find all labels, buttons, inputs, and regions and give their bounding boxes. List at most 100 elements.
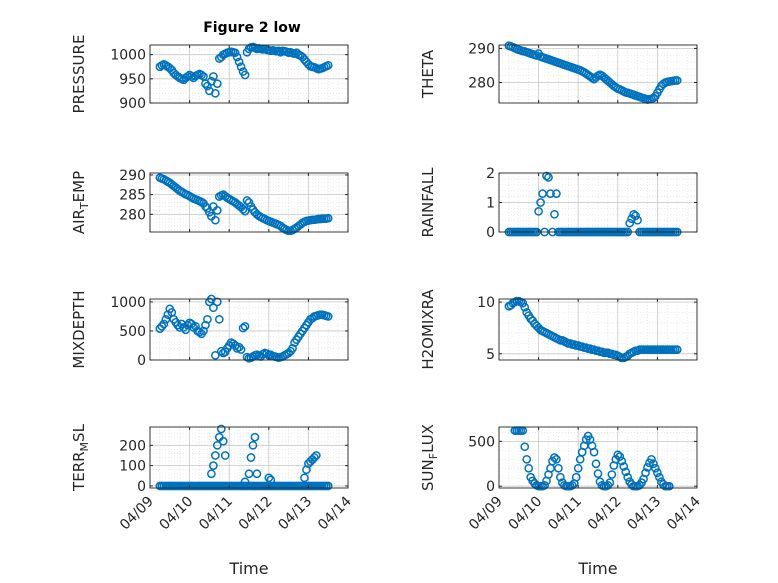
y-tick-label: 280 bbox=[468, 76, 495, 92]
data-point bbox=[212, 79, 222, 89]
data-point bbox=[209, 303, 218, 313]
x-tick-label: 04/10 bbox=[506, 494, 546, 534]
data-point bbox=[591, 459, 601, 469]
data-point bbox=[195, 327, 204, 337]
data-point bbox=[248, 440, 258, 450]
y-tick-label: 280 bbox=[119, 207, 146, 223]
data-point bbox=[191, 321, 200, 331]
figure-title: Figure 2 low bbox=[203, 20, 301, 36]
y-tick-label: 285 bbox=[119, 188, 146, 204]
y-tick-label: 1000 bbox=[110, 48, 146, 64]
subplot-mixdepth: 0 500 1000 MIXDEPTH bbox=[70, 290, 349, 369]
data-point bbox=[201, 320, 210, 330]
data-point bbox=[240, 477, 250, 487]
data-point bbox=[216, 424, 226, 434]
data-point bbox=[556, 472, 565, 482]
y-tick-label: 950 bbox=[119, 72, 146, 88]
y-tick-label: 100 bbox=[119, 459, 146, 475]
data-point bbox=[647, 454, 656, 464]
x-tick-label: 04/14 bbox=[664, 493, 704, 533]
data-point bbox=[540, 480, 549, 490]
y-tick-label: 500 bbox=[468, 434, 495, 450]
y-tick-label: 1000 bbox=[110, 295, 146, 311]
data-point bbox=[252, 469, 262, 479]
y-axis-label: AIRTEMP bbox=[70, 171, 91, 234]
y-axis-label: PRESSURE bbox=[70, 35, 88, 114]
data-point bbox=[238, 204, 248, 214]
y-tick-label: 2 bbox=[486, 166, 495, 182]
subplot-air-temp: 280 285 290 AIRTEMP bbox=[70, 168, 349, 236]
axes-box bbox=[498, 298, 698, 361]
x-tick-label: 04/10 bbox=[157, 494, 197, 534]
data-point bbox=[240, 206, 250, 216]
data-point bbox=[212, 297, 222, 307]
data-point bbox=[242, 196, 252, 205]
data-point bbox=[571, 472, 581, 482]
x-tick-label: 04/14 bbox=[315, 493, 355, 533]
data-point bbox=[538, 189, 547, 198]
y-tick-label: 290 bbox=[468, 41, 495, 57]
data-point bbox=[236, 62, 246, 72]
data-point bbox=[631, 211, 640, 221]
data-point bbox=[593, 469, 603, 478]
x-tick-label: 04/13 bbox=[275, 494, 315, 534]
data-point bbox=[234, 57, 244, 67]
data-point bbox=[238, 323, 248, 333]
data-point bbox=[554, 463, 563, 473]
data-point bbox=[542, 171, 551, 181]
data-point bbox=[311, 451, 321, 460]
data-point bbox=[625, 218, 635, 228]
axes-box bbox=[149, 44, 349, 104]
data-point bbox=[621, 467, 631, 477]
data-point bbox=[159, 319, 169, 329]
data-point bbox=[633, 215, 642, 225]
y-tick-label: 290 bbox=[119, 168, 146, 184]
data-point bbox=[300, 473, 309, 483]
data-point bbox=[649, 459, 658, 469]
x-tick-label: 04/12 bbox=[236, 494, 276, 534]
axes-box bbox=[498, 44, 698, 104]
data-point bbox=[544, 173, 553, 182]
data-point bbox=[212, 440, 222, 450]
data-point bbox=[641, 468, 650, 478]
data-point bbox=[210, 88, 220, 98]
data-point bbox=[534, 207, 543, 216]
data-point bbox=[240, 321, 250, 331]
y-tick-label: 5 bbox=[486, 347, 495, 363]
y-tick-label: 0 bbox=[137, 353, 146, 369]
axes-box bbox=[498, 426, 698, 489]
data-point bbox=[209, 461, 218, 470]
y-tick-label: 200 bbox=[119, 438, 146, 454]
data-point bbox=[536, 198, 545, 207]
data-point bbox=[274, 46, 284, 56]
data-point bbox=[232, 52, 242, 62]
data-point bbox=[524, 463, 534, 473]
y-tick-label: 0 bbox=[486, 225, 495, 241]
axes-box bbox=[149, 298, 349, 361]
y-tick-label: 900 bbox=[119, 96, 146, 112]
y-axis-label: MIXDEPTH bbox=[70, 290, 88, 368]
data-point bbox=[623, 472, 633, 482]
data-point bbox=[210, 451, 220, 460]
data-point bbox=[546, 189, 555, 198]
data-point bbox=[629, 209, 638, 219]
y-axis-label: H2OMIXRA bbox=[419, 289, 437, 370]
x-tick-label: 04/12 bbox=[585, 494, 625, 534]
data-point bbox=[250, 432, 260, 442]
data-point bbox=[210, 215, 220, 225]
subplot-sun-flux: 0 500 SUNFLUX 04/09 04/10 04/11 04/12 04/13 04/1… bbox=[419, 424, 704, 578]
data-point bbox=[615, 452, 625, 461]
data-point bbox=[522, 454, 532, 464]
data-point bbox=[199, 326, 208, 336]
data-point bbox=[203, 314, 212, 324]
data-point bbox=[589, 447, 599, 457]
y-axis-label: TERRMSL bbox=[70, 423, 91, 492]
data-point bbox=[532, 51, 541, 60]
data-point bbox=[323, 481, 333, 491]
y-tick-label: 0 bbox=[486, 479, 495, 495]
y-tick-label: 1 bbox=[486, 196, 495, 212]
subplot-terr-msl: 0 100 200 TERRMSL 04/09 04/10 04/11 04/12 04/13 0… bbox=[70, 423, 355, 578]
data-point bbox=[672, 345, 682, 355]
